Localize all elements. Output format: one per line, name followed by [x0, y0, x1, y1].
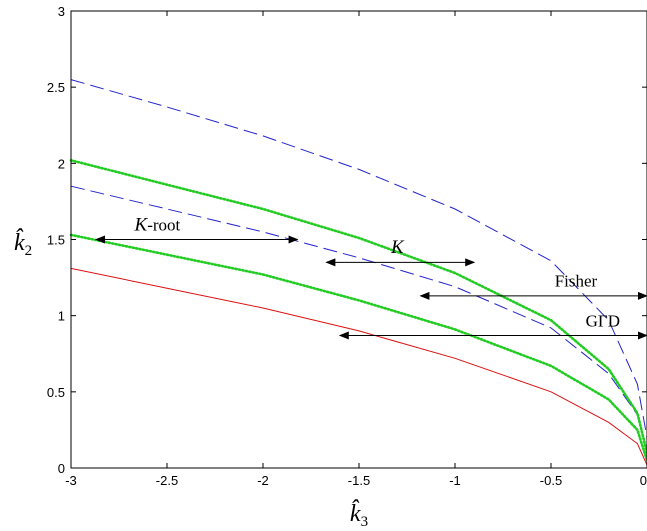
y-axis-label-main: k̂ — [14, 228, 25, 256]
tick-layer: -3 -2.5 -2 -1.5 -1 -0.5 0 0 0.5 1 1.5 2 2.5 3 — [47, 4, 647, 488]
x-axis-label-sub: 3 — [361, 514, 369, 530]
annotation-label-main: K — [134, 214, 149, 235]
x-tick-label: -3 — [65, 473, 77, 488]
annotation-label: K — [390, 237, 405, 258]
x-tick-label: -2 — [257, 473, 269, 488]
series-layer — [69, 79, 647, 466]
y-tick-label: 0.5 — [47, 385, 65, 400]
y-tick-label: 2.5 — [47, 80, 65, 95]
x-tick-label: -1.5 — [348, 473, 370, 488]
series-line-3 — [69, 159, 647, 455]
series-line-1 — [70, 79, 647, 438]
x-axis-label-main: k̂ — [350, 499, 361, 527]
x-tick-label: 0 — [640, 473, 647, 488]
series-line-4 — [69, 233, 647, 462]
y-tick-label: 0 — [58, 461, 65, 476]
annotation-label: GΓD — [586, 311, 620, 330]
x-tick-label: -2.5 — [156, 473, 178, 488]
x-axis-label: k̂3 — [350, 499, 368, 530]
series-line-2 — [70, 185, 647, 453]
y-tick-label: 1 — [58, 309, 65, 324]
y-axis-label-sub: 2 — [25, 243, 33, 259]
y-tick-label: 3 — [58, 4, 65, 19]
y-tick-label: 1.5 — [47, 233, 65, 248]
annotation-label: Fisher — [555, 272, 598, 291]
x-tick-label: -1 — [449, 473, 461, 488]
x-tick-label: -0.5 — [540, 473, 562, 488]
annotation-label: K-root — [134, 214, 181, 235]
annotation-label-main: K — [390, 237, 405, 258]
series-line-5 — [70, 267, 647, 466]
y-axis-label: k̂2 — [14, 228, 32, 259]
y-tick-label: 2 — [58, 156, 65, 171]
annotation-label-suffix: -root — [147, 215, 180, 234]
